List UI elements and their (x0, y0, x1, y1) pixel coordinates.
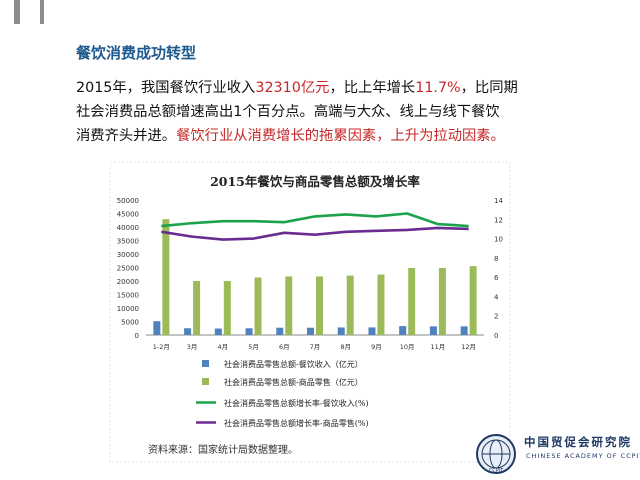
x-tick-label: 4月 (217, 343, 228, 351)
body-text-part: 2015年，我国餐饮行业收入 (76, 80, 256, 96)
bar-catering (368, 327, 376, 335)
line-catering-growth (161, 212, 469, 228)
bar-goods (193, 281, 201, 335)
y-right-tick-label: 0 (494, 332, 498, 340)
y-left-tick-label: 30000 (117, 251, 139, 259)
y-left-tick-label: 50000 (117, 197, 139, 205)
bar-catering (399, 326, 407, 335)
bar-catering (460, 326, 468, 335)
body-paragraph: 2015年，我国餐饮行业收入32310亿元，比上年增长11.7%，比同期 社会消费… (76, 76, 636, 148)
logo-name-cn: 中国贸促会研究院 (524, 435, 632, 449)
body-text-part: ，比上年增长 (329, 80, 416, 96)
legend-label: 社会消费品零售总额-商品零售（亿元） (224, 377, 363, 387)
x-tick-label: 6月 (279, 343, 290, 351)
x-tick-label: 3月 (187, 343, 198, 351)
bar-goods (223, 281, 231, 335)
svg-text:CCPIT: CCPIT (489, 468, 504, 474)
y-right-tick-label: 14 (494, 197, 503, 205)
y-left-tick-label: 15000 (117, 292, 139, 300)
x-tick-label: 9月 (371, 343, 382, 351)
bar-goods (162, 219, 170, 335)
x-tick-label: 7月 (310, 343, 321, 351)
x-tick-label: 1-2月 (153, 343, 170, 351)
revenue-highlight: 32310亿元 (255, 80, 330, 96)
x-tick-label: 11月 (431, 343, 446, 351)
y-left-tick-label: 0 (135, 332, 139, 340)
deco-bar (14, 0, 20, 24)
bar-goods (408, 268, 416, 335)
y-left-tick-label: 20000 (117, 278, 139, 286)
bar-goods (316, 276, 323, 335)
logo-name-en: CHINESE ACADEMY OF CCPIT (526, 452, 640, 460)
y-left-tick-label: 10000 (117, 305, 139, 313)
bar-catering (337, 327, 345, 335)
source-note: 资料来源：国家统计局数据整理。 (148, 445, 298, 456)
y-right-tick-label: 12 (494, 216, 503, 224)
bar-catering (276, 327, 284, 335)
bar-goods (469, 266, 477, 335)
bar-catering (307, 327, 314, 335)
y-right-tick-label: 2 (494, 313, 498, 321)
bar-catering (153, 321, 161, 335)
bar-goods (285, 276, 293, 335)
conclusion-highlight: 餐饮行业从消费增长的拖累因素，上升为拉动因素。 (176, 128, 505, 144)
deco-bar (40, 0, 44, 24)
legend-swatch (202, 360, 209, 367)
bar-catering (184, 328, 192, 335)
slide-title: 餐饮消费成功转型 (76, 44, 197, 62)
chart-title: 2015年餐饮与商品零售总额及增长率 (210, 174, 420, 189)
bar-catering (429, 326, 437, 335)
growth-highlight: 11.7% (415, 80, 461, 96)
y-left-tick-label: 40000 (117, 224, 139, 232)
bar-catering (245, 328, 253, 335)
bar-goods (254, 277, 262, 335)
bar-goods (346, 275, 354, 335)
y-right-tick-label: 10 (494, 236, 503, 244)
x-tick-label: 8月 (340, 343, 351, 351)
legend-label: 社会消费品零售总额增长率-餐饮收入(%) (224, 398, 369, 408)
line-goods-growth (161, 226, 469, 241)
ccpit-logo: CCPIT 中国贸促会研究院 CHINESE ACADEMY OF CCPIT (472, 432, 640, 480)
globe-seal-icon: CCPIT (476, 434, 516, 474)
y-right-tick-label: 6 (494, 274, 499, 282)
y-right-tick-label: 8 (494, 255, 498, 263)
bar-goods (438, 268, 446, 335)
y-left-tick-label: 5000 (121, 319, 139, 327)
bar-goods (377, 274, 385, 335)
legend-label: 社会消费品零售总额-餐饮收入（亿元） (224, 359, 363, 369)
x-tick-label: 12月 (461, 343, 476, 351)
y-left-tick-label: 35000 (117, 238, 139, 246)
bar-catering (214, 328, 222, 335)
x-tick-label: 5月 (248, 343, 259, 351)
chart-frame (109, 161, 511, 463)
body-text-part: ，比同期 社会消费品总额增速高出1个百分点。高端与大众、线上与线下餐饮 消费齐头并进… (76, 80, 518, 144)
legend-label: 社会消费品零售总额增长率-商品零售(%) (224, 418, 369, 428)
legend-swatch (202, 378, 209, 385)
y-left-tick-label: 25000 (117, 265, 139, 273)
y-right-tick-label: 4 (494, 293, 499, 301)
y-left-tick-label: 45000 (117, 211, 139, 219)
x-tick-label: 10月 (400, 343, 415, 351)
